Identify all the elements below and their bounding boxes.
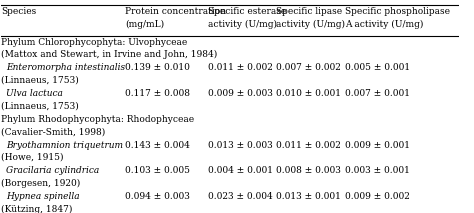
Text: 0.103 ± 0.005: 0.103 ± 0.005 — [125, 166, 190, 175]
Text: 0.011 ± 0.002: 0.011 ± 0.002 — [208, 63, 273, 72]
Text: (mg/mL): (mg/mL) — [125, 20, 164, 29]
Text: Bryothamnion triquetrum: Bryothamnion triquetrum — [6, 141, 123, 150]
Text: (Linnaeus, 1753): (Linnaeus, 1753) — [1, 102, 79, 111]
Text: 0.009 ± 0.003: 0.009 ± 0.003 — [208, 89, 273, 98]
Text: Protein concentration: Protein concentration — [125, 7, 226, 16]
Text: 0.117 ± 0.008: 0.117 ± 0.008 — [125, 89, 190, 98]
Text: 0.003 ± 0.001: 0.003 ± 0.001 — [345, 166, 410, 175]
Text: Enteromorpha intestinalis: Enteromorpha intestinalis — [6, 63, 125, 72]
Text: 0.007 ± 0.002: 0.007 ± 0.002 — [276, 63, 341, 72]
Text: 0.007 ± 0.001: 0.007 ± 0.001 — [345, 89, 410, 98]
Text: (Kützing, 1847): (Kützing, 1847) — [1, 204, 73, 213]
Text: 0.013 ± 0.001: 0.013 ± 0.001 — [276, 192, 341, 201]
Text: Phylum Rhodophycophyta: Rhodophyceae: Phylum Rhodophycophyta: Rhodophyceae — [1, 115, 194, 124]
Text: activity (U/mg): activity (U/mg) — [276, 20, 345, 29]
Text: Specific lipase: Specific lipase — [276, 7, 342, 16]
Text: activity (U/mg): activity (U/mg) — [208, 20, 276, 29]
Text: Gracilaria cylindrica: Gracilaria cylindrica — [6, 166, 99, 175]
Text: (Cavalier-Smith, 1998): (Cavalier-Smith, 1998) — [1, 127, 106, 136]
Text: 0.094 ± 0.003: 0.094 ± 0.003 — [125, 192, 190, 201]
Text: 0.010 ± 0.001: 0.010 ± 0.001 — [276, 89, 341, 98]
Text: A activity (U/mg): A activity (U/mg) — [345, 20, 423, 29]
Text: (Howe, 1915): (Howe, 1915) — [1, 153, 64, 162]
Text: 0.008 ± 0.003: 0.008 ± 0.003 — [276, 166, 341, 175]
Text: Hypnea spinella: Hypnea spinella — [6, 192, 80, 201]
Text: Ulva lactuca: Ulva lactuca — [6, 89, 63, 98]
Text: 0.139 ± 0.010: 0.139 ± 0.010 — [125, 63, 190, 72]
Text: 0.011 ± 0.002: 0.011 ± 0.002 — [276, 141, 341, 150]
Text: Specific phospholipase: Specific phospholipase — [345, 7, 450, 16]
Text: 0.009 ± 0.001: 0.009 ± 0.001 — [345, 141, 410, 150]
Text: 0.023 ± 0.004: 0.023 ± 0.004 — [208, 192, 272, 201]
Text: (Mattox and Stewart, in Irvine and John, 1984): (Mattox and Stewart, in Irvine and John,… — [1, 50, 218, 59]
Text: (Borgesen, 1920): (Borgesen, 1920) — [1, 179, 81, 188]
Text: (Linnaeus, 1753): (Linnaeus, 1753) — [1, 76, 79, 85]
Text: 0.004 ± 0.001: 0.004 ± 0.001 — [208, 166, 273, 175]
Text: 0.009 ± 0.002: 0.009 ± 0.002 — [345, 192, 410, 201]
Text: 0.005 ± 0.001: 0.005 ± 0.001 — [345, 63, 410, 72]
Text: Phylum Chlorophycophyta: Ulvophyceae: Phylum Chlorophycophyta: Ulvophyceae — [1, 38, 188, 47]
Text: Species: Species — [1, 7, 36, 16]
Text: Specific esterase: Specific esterase — [208, 7, 286, 16]
Text: 0.013 ± 0.003: 0.013 ± 0.003 — [208, 141, 272, 150]
Text: 0.143 ± 0.004: 0.143 ± 0.004 — [125, 141, 190, 150]
